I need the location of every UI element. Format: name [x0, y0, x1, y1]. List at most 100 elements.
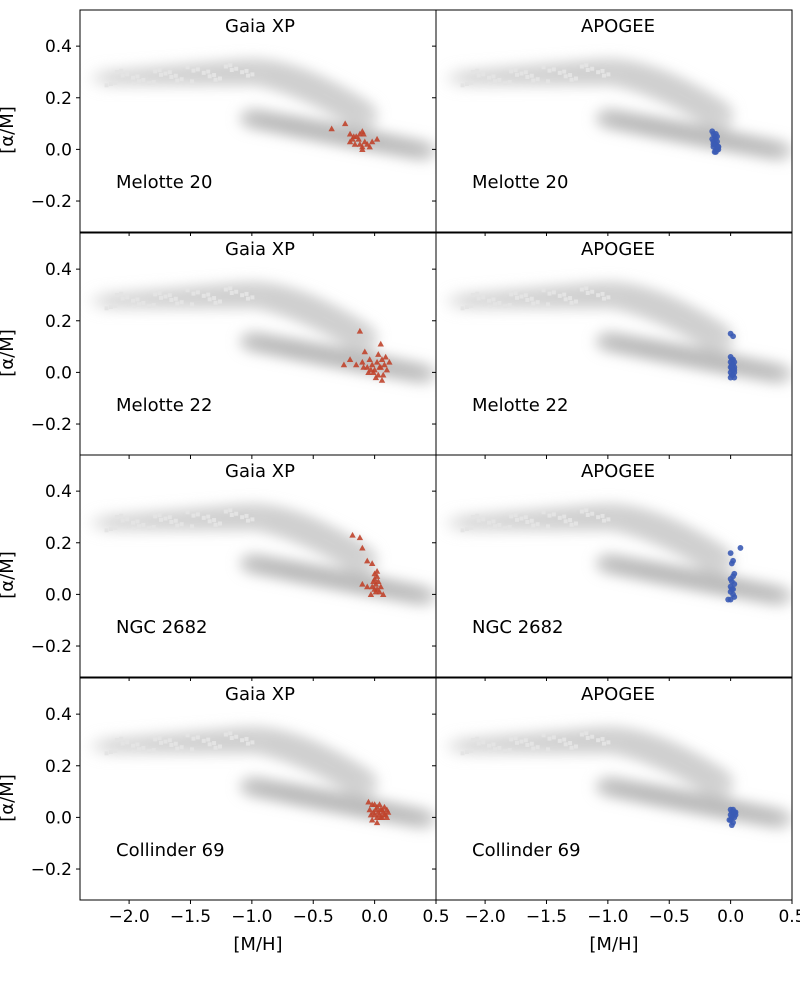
panel-1: −0.2 0.0 0.2 0.4 Gaia XP Melotte 20 [α/M] — [0, 9, 437, 236]
data-point — [378, 376, 386, 383]
data-point — [376, 801, 383, 808]
data-point — [381, 361, 388, 368]
data-point — [377, 364, 384, 370]
panel-title: APOGEE — [581, 684, 655, 705]
data-point — [383, 366, 391, 373]
data-point — [728, 822, 735, 829]
data-point — [737, 545, 744, 551]
data-point — [384, 809, 392, 815]
panel-title: Gaia XP — [225, 461, 295, 482]
x-tick-label: 0.0 — [717, 907, 744, 927]
data-point — [378, 356, 386, 363]
x-tick-label: −2.0 — [108, 907, 149, 927]
data-point — [356, 534, 364, 541]
cluster-label: Melotte 20 — [472, 172, 568, 193]
data-point — [366, 143, 373, 150]
data-point — [377, 583, 384, 590]
data-points — [727, 330, 738, 381]
data-point — [346, 130, 354, 137]
panel-3: −0.2 0.0 0.2 0.4 Gaia XP Melotte 22 [α/M] — [0, 232, 437, 459]
y-tick-label: −0.2 — [31, 860, 72, 880]
data-point — [359, 146, 366, 152]
data-points — [365, 798, 392, 826]
data-point — [340, 361, 348, 368]
data-point — [341, 120, 349, 127]
field-star-density — [88, 280, 436, 385]
data-point — [359, 358, 366, 365]
x-tick-label: −1.0 — [231, 907, 272, 927]
x-tick-label: 0.5 — [422, 907, 449, 927]
y-tick-label: 0.2 — [45, 89, 72, 109]
data-point — [373, 819, 381, 826]
data-point — [377, 340, 384, 347]
data-point — [377, 814, 384, 820]
data-point — [361, 348, 368, 355]
panel-title: Gaia XP — [225, 239, 295, 260]
y-tick-label: 0.0 — [45, 363, 72, 383]
data-point — [731, 366, 738, 373]
data-point — [350, 133, 357, 140]
y-tick-label: 0.4 — [45, 705, 72, 725]
data-point — [715, 143, 722, 150]
data-point — [726, 817, 733, 823]
x-tick-label: −0.5 — [649, 907, 690, 927]
axes-frame — [435, 9, 793, 233]
data-point — [730, 333, 736, 340]
data-point — [365, 798, 372, 805]
data-point — [727, 374, 734, 381]
data-point — [353, 361, 360, 368]
panel-5: −0.2 0.0 0.2 0.4 Gaia XP NGC 2682 [α/M] — [0, 454, 437, 681]
y-axis-label: [α/M] — [0, 551, 18, 599]
cluster-label: Melotte 20 — [116, 172, 212, 193]
data-point — [383, 814, 391, 820]
data-point — [359, 544, 366, 551]
data-point — [367, 591, 375, 597]
y-tick-label: −0.2 — [31, 637, 72, 657]
data-point — [368, 560, 376, 566]
data-point — [386, 358, 393, 365]
data-point — [380, 591, 387, 597]
data-point — [380, 371, 387, 378]
field-star-density — [444, 502, 792, 607]
y-tick-label: 0.4 — [45, 482, 72, 502]
data-point — [368, 138, 376, 145]
data-point — [727, 596, 734, 603]
data-point — [355, 135, 362, 142]
cluster-label: Collinder 69 — [472, 840, 581, 861]
data-point — [710, 141, 717, 148]
data-point — [375, 371, 382, 378]
data-points — [328, 120, 381, 152]
data-point — [373, 135, 381, 142]
x-tick-label: −2.0 — [464, 907, 505, 927]
data-point — [712, 131, 719, 137]
data-point — [373, 567, 381, 574]
data-point — [375, 578, 382, 585]
y-axis-label: [α/M] — [0, 774, 18, 822]
data-point — [351, 141, 359, 147]
field-star-density — [88, 57, 436, 162]
y-axis-label: [α/M] — [0, 329, 18, 377]
y-tick-label: 0.4 — [45, 37, 72, 57]
data-point — [328, 125, 335, 132]
data-point — [356, 141, 364, 147]
panel-7: −0.2 0.0 0.2 0.4 −2.0 −1.5 −1.0 −0.5 0.0 0.5 Gaia … — [0, 677, 450, 927]
data-points — [349, 531, 387, 597]
panel-title: Gaia XP — [225, 16, 295, 37]
data-point — [366, 806, 373, 813]
data-point — [370, 369, 377, 375]
y-tick-label: −0.2 — [31, 415, 72, 435]
y-tick-label: 0.0 — [45, 808, 72, 828]
x-tick-label: −1.0 — [587, 907, 628, 927]
data-point — [346, 138, 354, 145]
data-points — [340, 327, 393, 383]
data-points — [725, 545, 744, 603]
data-point — [349, 531, 356, 538]
x-tick-label: −0.5 — [293, 907, 334, 927]
data-point — [356, 327, 364, 334]
y-tick-label: −0.2 — [31, 192, 72, 212]
y-tick-label: 0.4 — [45, 260, 72, 280]
panel-title: Gaia XP — [225, 684, 295, 705]
data-point — [368, 361, 376, 368]
x-tick-label: 0.0 — [361, 907, 388, 927]
y-tick-label: 0.0 — [45, 140, 72, 160]
